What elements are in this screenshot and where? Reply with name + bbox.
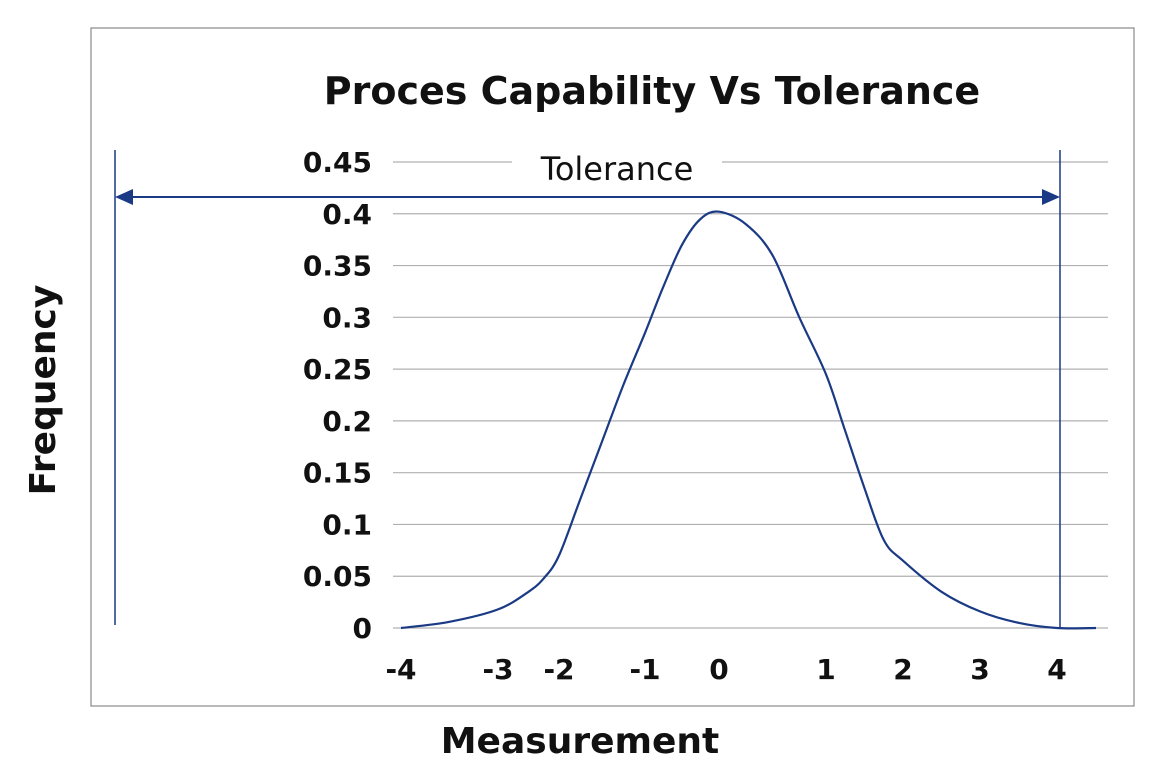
y-tick-label: 0.2 xyxy=(322,405,372,438)
y-tick-label: 0.35 xyxy=(303,250,372,283)
y-axis-label: Frequency xyxy=(23,285,64,496)
y-tick-label: 0.45 xyxy=(303,146,372,179)
x-axis-label: Measurement xyxy=(441,721,720,762)
y-tick-label: 0.3 xyxy=(322,301,372,334)
x-tick-label: -4 xyxy=(385,653,416,686)
x-tick-label: 1 xyxy=(816,653,835,686)
chart-title: Proces Capability Vs Tolerance xyxy=(324,69,980,113)
y-tick-label: 0.4 xyxy=(322,198,372,231)
tolerance-annotation: Tolerance xyxy=(114,150,1061,628)
x-tick-label: -2 xyxy=(543,653,574,686)
x-tick-label: 2 xyxy=(893,653,912,686)
x-tick-label: 3 xyxy=(970,653,989,686)
y-tick-label: 0.1 xyxy=(322,508,372,541)
plot-frame xyxy=(90,27,1135,707)
x-tick-label: -3 xyxy=(482,653,513,686)
x-tick-label: 4 xyxy=(1047,653,1066,686)
x-tick-labels: -4 -3 -2 -1 0 1 2 3 4 xyxy=(385,653,1066,686)
y-tick-labels: 0 0.05 0.1 0.15 0.2 0.25 0.3 0.35 0.4 0.45 xyxy=(303,146,372,645)
y-tick-label: 0.15 xyxy=(303,457,372,490)
y-tick-label: 0 xyxy=(353,612,372,645)
x-tick-label: -1 xyxy=(629,653,660,686)
tolerance-label: Tolerance xyxy=(540,150,694,188)
tolerance-arrowhead-left xyxy=(115,189,133,205)
series-curve xyxy=(400,210,1097,630)
tolerance-arrowhead-right xyxy=(1042,189,1060,205)
x-tick-label: 0 xyxy=(709,653,728,686)
gridlines xyxy=(393,161,1108,629)
y-tick-label: 0.25 xyxy=(303,353,372,386)
y-tick-label: 0.05 xyxy=(303,560,372,593)
